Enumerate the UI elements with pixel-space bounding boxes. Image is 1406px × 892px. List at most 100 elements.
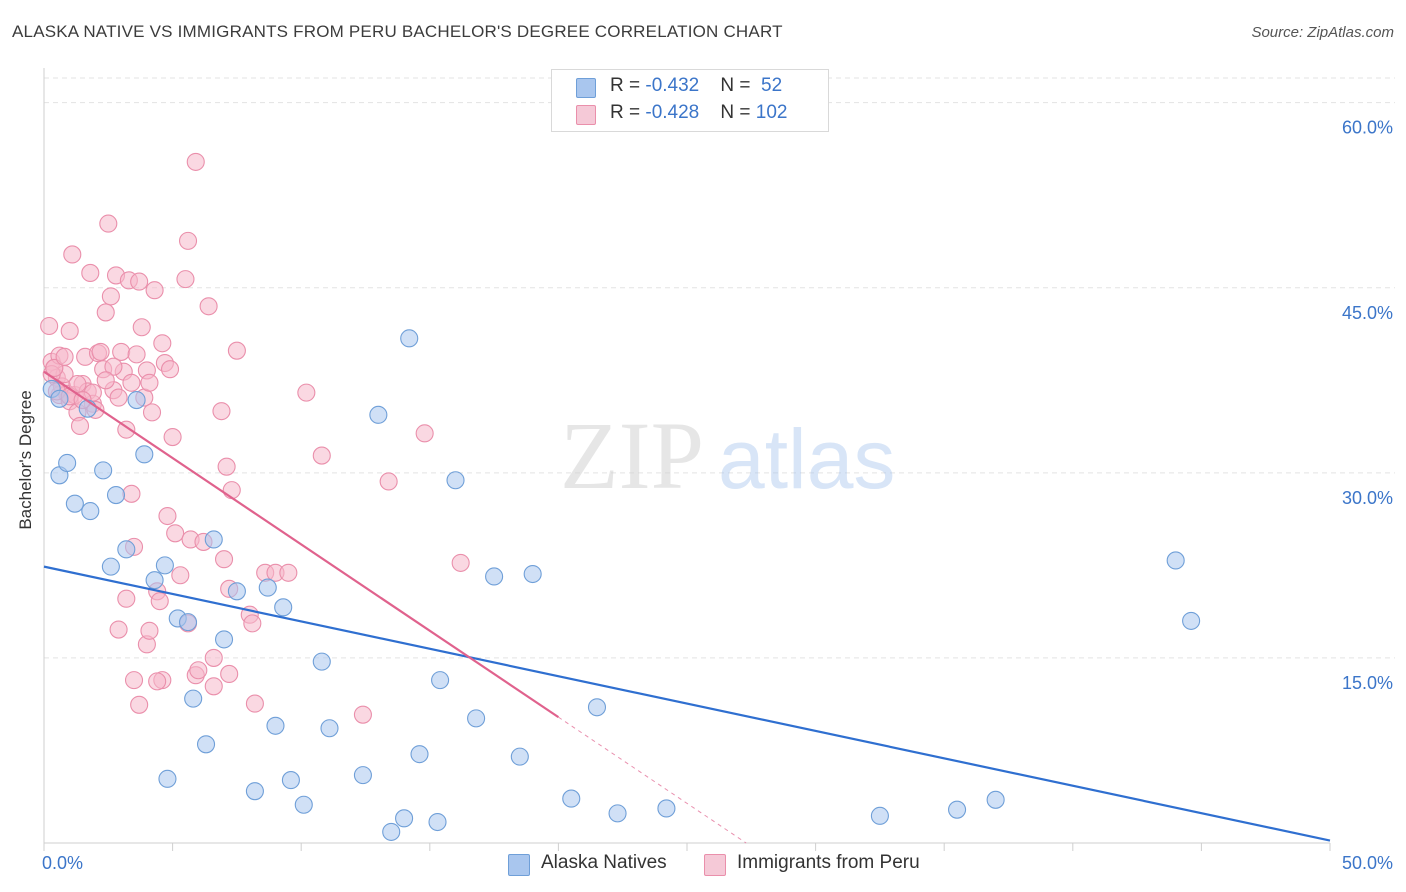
peru-immigrant-point <box>130 695 149 714</box>
alaska-native-point <box>145 571 164 590</box>
peru-immigrant-point <box>222 481 241 500</box>
peru-immigrant-point <box>145 281 164 300</box>
peru-immigrant-point <box>189 661 208 680</box>
alaska-native-point <box>81 502 100 521</box>
alaska-native-point <box>400 329 419 348</box>
alaska-native-point <box>870 806 889 825</box>
peru-immigrant-point <box>60 321 79 340</box>
peru-immigrant-point <box>150 592 169 611</box>
y-tick-label: 60.0% <box>1342 118 1393 138</box>
peru-immigrant-point <box>199 297 218 316</box>
peru-immigrant-point <box>122 484 141 503</box>
peru-immigrant-point <box>158 506 177 526</box>
alaska-regression-line <box>43 565 1331 842</box>
alaska-native-point <box>485 567 504 586</box>
peru-immigrant-point <box>212 402 231 421</box>
peru-immigrant-point <box>122 373 141 392</box>
peru-immigrant-point <box>186 152 205 171</box>
n-value: 52 <box>755 75 783 96</box>
alaska-native-point <box>1182 611 1201 630</box>
alaska-native-point <box>196 735 216 754</box>
peru-immigrant-point <box>220 664 239 684</box>
peru-immigrant-point <box>312 446 331 465</box>
n-label: N = <box>720 102 756 123</box>
r-label: R = <box>610 75 646 96</box>
peru-immigrant-point <box>117 589 136 608</box>
peru-immigrant-point <box>109 388 128 407</box>
legend-swatch-blue <box>576 78 596 98</box>
x-tick-label: 0.0% <box>42 853 83 873</box>
watermark-atlas: atlas <box>718 412 895 506</box>
legend-swatch-blue <box>508 854 530 876</box>
peru-immigrant-point <box>91 342 110 361</box>
peru-immigrant-point <box>153 334 172 353</box>
alaska-native-point <box>1166 551 1185 570</box>
chart-source: Source: ZipAtlas.com <box>1251 24 1394 41</box>
peru-immigrant-point <box>245 694 264 713</box>
y-tick-label: 30.0% <box>1342 488 1393 508</box>
y-axis-label: Bachelor's Degree <box>16 390 35 530</box>
peru-immigrant-point <box>297 383 316 402</box>
alaska-native-point <box>608 804 627 823</box>
alaska-native-point <box>986 790 1005 809</box>
peru-immigrant-point <box>127 345 146 364</box>
y-tick-label: 15.0% <box>1342 673 1393 693</box>
gridlines <box>44 77 1395 659</box>
peru-immigrant-point <box>55 347 74 366</box>
peru-immigrant-point <box>204 648 223 667</box>
peru-regression-line <box>43 370 560 719</box>
alaska-native-point <box>227 582 246 601</box>
alaska-native-point <box>587 698 607 717</box>
peru-immigrant-point <box>204 677 223 696</box>
peru-immigrant-point <box>40 316 59 336</box>
alaska-native-point <box>523 564 542 584</box>
axes <box>43 68 1331 851</box>
peru-immigrant-point <box>104 357 123 376</box>
peru-immigrant-point <box>171 566 190 585</box>
alaska-native-point <box>65 494 84 513</box>
peru-immigrant-point <box>214 550 234 569</box>
peru-immigrant-point <box>279 563 298 582</box>
peru-immigrant-point <box>415 424 434 443</box>
regression-lines <box>43 370 1331 844</box>
alaska-native-point <box>428 812 447 832</box>
legend-label: Alaska Natives <box>541 852 667 873</box>
alaska-native-point <box>158 769 177 788</box>
peru-immigrant-point <box>130 272 149 291</box>
alaska-native-point <box>266 716 285 735</box>
legend-label: Immigrants from Peru <box>737 852 920 873</box>
alaska-native-point <box>410 745 429 764</box>
peru-immigrant-point <box>451 553 470 572</box>
peru-immigrant-point <box>176 270 195 289</box>
alaska-native-point <box>101 557 120 576</box>
alaska-native-point <box>281 771 300 790</box>
legend-swatch-pink <box>576 105 596 125</box>
alaska-native-point <box>369 405 388 424</box>
y-tick-label: 45.0% <box>1342 303 1393 323</box>
alaska-native-point <box>155 556 174 575</box>
data-points <box>40 152 1201 841</box>
peru-immigrant-point <box>353 705 372 724</box>
alaska-native-point <box>431 671 450 690</box>
alaska-native-point <box>274 598 293 617</box>
alaska-native-point <box>58 453 77 473</box>
alaska-native-point <box>258 578 277 597</box>
tick-labels: 15.0% 30.0% 45.0% 60.0% 0.0% 50.0% <box>42 118 1393 873</box>
peru-regression-extension <box>558 716 747 844</box>
peru-immigrant-point <box>96 303 115 322</box>
alaska-native-point <box>50 389 69 408</box>
peru-immigrant-point <box>96 371 115 390</box>
alaska-native-point <box>245 782 264 801</box>
legend-swatch-pink <box>704 854 726 876</box>
alaska-native-point <box>214 630 234 649</box>
peru-immigrant-point <box>142 403 162 422</box>
peru-immigrant-point <box>227 341 246 360</box>
alaska-native-point <box>204 530 223 549</box>
peru-immigrant-point <box>160 360 180 379</box>
peru-immigrant-point <box>45 358 64 378</box>
alaska-native-point <box>312 652 331 671</box>
alaska-native-point <box>294 795 313 814</box>
peru-immigrant-point <box>63 245 82 264</box>
alaska-native-point <box>106 485 126 505</box>
